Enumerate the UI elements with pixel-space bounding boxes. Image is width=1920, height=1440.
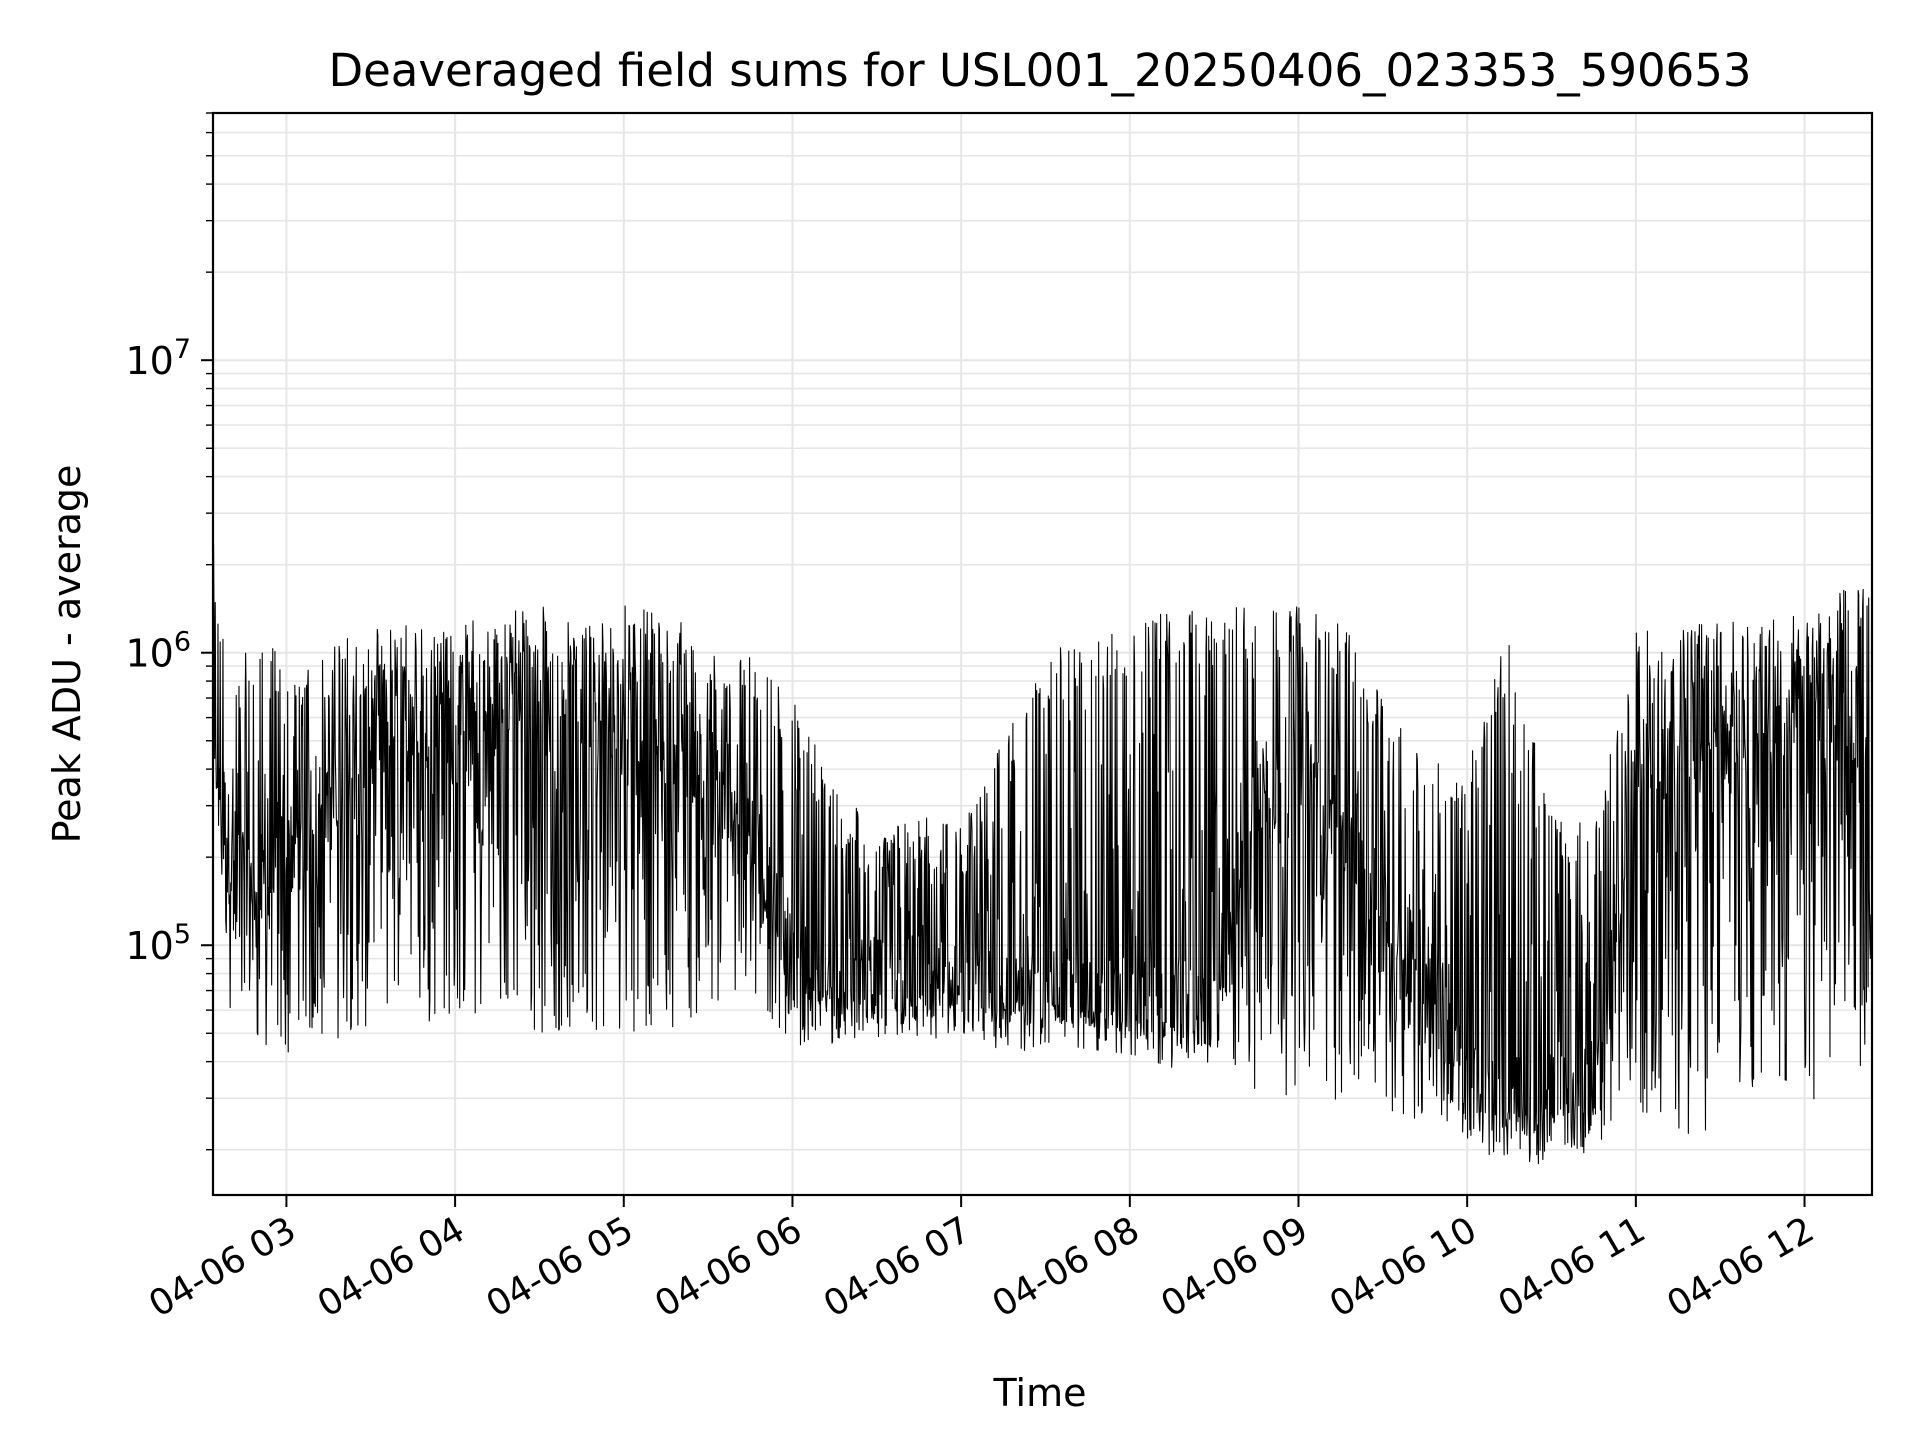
x-axis-label: Time (993, 1371, 1087, 1415)
grid (213, 112, 1872, 1195)
series-line (212, 541, 1873, 1165)
y-tick-label: 106 (125, 627, 191, 676)
y-axis: 105 106 107 (125, 112, 213, 1151)
plot-area-frame (211, 111, 1874, 1197)
y-axis-label: Peak ADU - average (45, 465, 89, 844)
series-path (212, 541, 1873, 1165)
y-tick-label: 105 (125, 919, 191, 968)
chart-title: Deaveraged field sums for USL001_2025040… (328, 44, 1751, 97)
y-tick-label: 107 (125, 334, 191, 383)
